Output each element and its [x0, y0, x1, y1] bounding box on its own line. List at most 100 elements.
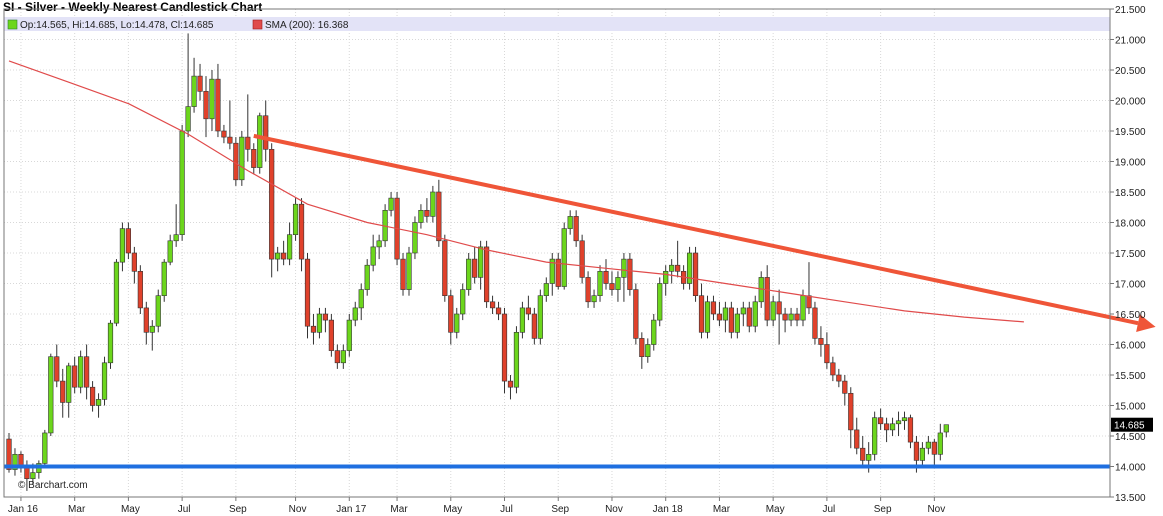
candle	[36, 460, 42, 479]
x-tick-label: Mar	[390, 504, 408, 515]
candle-body	[878, 417, 884, 425]
candle	[860, 436, 866, 467]
candle-body	[119, 228, 126, 263]
candle-body	[352, 307, 358, 321]
x-tick-label: Sep	[551, 504, 569, 515]
x-tick-label: May	[766, 504, 785, 515]
candle	[95, 393, 102, 418]
candle	[937, 423, 943, 461]
candle-body	[782, 313, 788, 321]
candle	[48, 353, 54, 436]
candle-body	[657, 283, 663, 321]
candle-body	[304, 258, 311, 327]
candle	[889, 417, 896, 436]
x-tick-label: Mar	[68, 504, 86, 515]
candle	[137, 265, 143, 314]
candle	[573, 210, 579, 247]
candle-body	[609, 283, 615, 290]
candle	[149, 320, 155, 351]
y-tick-label: 20.500	[1115, 66, 1146, 77]
candle	[472, 246, 478, 284]
candle-body	[84, 356, 90, 388]
candle	[901, 411, 908, 430]
candle	[191, 57, 197, 113]
candle-body	[669, 264, 675, 272]
candle-body	[30, 472, 36, 480]
candle	[298, 198, 305, 272]
candle	[669, 259, 675, 284]
candle	[722, 301, 728, 333]
candle	[221, 124, 227, 144]
candle-body	[519, 307, 526, 333]
candle	[907, 414, 914, 449]
candle	[764, 265, 770, 327]
candle	[352, 301, 358, 327]
candle-body	[448, 295, 454, 333]
candle	[275, 246, 281, 272]
candle-body	[346, 319, 352, 351]
candle-body	[489, 301, 496, 309]
candle	[78, 350, 84, 394]
candle	[501, 307, 508, 394]
legend-band: Op:14.565, Hi:14.685, Lo:14.478, Cl:14.6…	[4, 17, 1110, 31]
candle-body	[334, 350, 340, 364]
candle-body	[788, 313, 794, 321]
candle-body	[889, 423, 896, 431]
candle-body	[149, 325, 155, 333]
x-tick-label: Sep	[229, 504, 247, 515]
candle-body	[316, 313, 323, 333]
candle-body	[418, 210, 424, 223]
candle	[173, 204, 179, 247]
candle-body	[710, 301, 717, 315]
candle-body	[883, 423, 890, 431]
candle	[466, 253, 472, 296]
y-tick-label: 20.000	[1115, 97, 1146, 108]
chart-title: SI - Silver - Weekly Nearest Candlestick…	[3, 0, 263, 14]
candle	[286, 222, 293, 266]
watermark: © Barchart.com	[18, 480, 88, 491]
candle	[460, 283, 466, 321]
candle-body	[54, 356, 60, 382]
candle	[794, 307, 800, 327]
candle-body	[561, 228, 567, 287]
candle	[639, 332, 645, 369]
candle-body	[328, 319, 334, 351]
y-tick-label: 13.500	[1115, 493, 1146, 504]
candle	[585, 271, 591, 308]
candle-body	[812, 307, 818, 339]
candle	[543, 277, 549, 302]
candle	[269, 143, 275, 278]
candle	[615, 271, 621, 302]
candle	[322, 307, 329, 333]
y-tick-label: 17.000	[1115, 280, 1146, 291]
y-tick-label: 17.500	[1115, 249, 1146, 260]
candle-body	[746, 307, 752, 327]
candle	[561, 222, 567, 290]
candle-body	[101, 362, 108, 400]
candle-body	[543, 283, 549, 296]
candle-body	[358, 289, 364, 309]
candle-body	[901, 417, 908, 422]
y-tick-label: 14.000	[1115, 463, 1146, 474]
candle-body	[573, 216, 579, 242]
x-tick-label: Jan 17	[336, 504, 366, 515]
candle-body	[567, 216, 573, 229]
sma-200-line	[8, 60, 1024, 323]
y-tick-label: 18.000	[1115, 219, 1146, 230]
y-tick-label: 15.500	[1115, 371, 1146, 382]
candle-body	[913, 441, 920, 461]
candle-body	[919, 447, 926, 461]
candle-body	[651, 319, 657, 345]
candle	[782, 307, 788, 333]
candle	[651, 314, 657, 351]
candle	[507, 375, 514, 400]
candle-body	[95, 399, 102, 406]
candle	[125, 222, 131, 260]
candle-body	[191, 75, 197, 107]
candle-body	[537, 295, 543, 339]
candle-body	[770, 301, 776, 321]
candle-body	[943, 424, 949, 433]
candle	[113, 259, 120, 327]
candle-body	[245, 136, 251, 150]
